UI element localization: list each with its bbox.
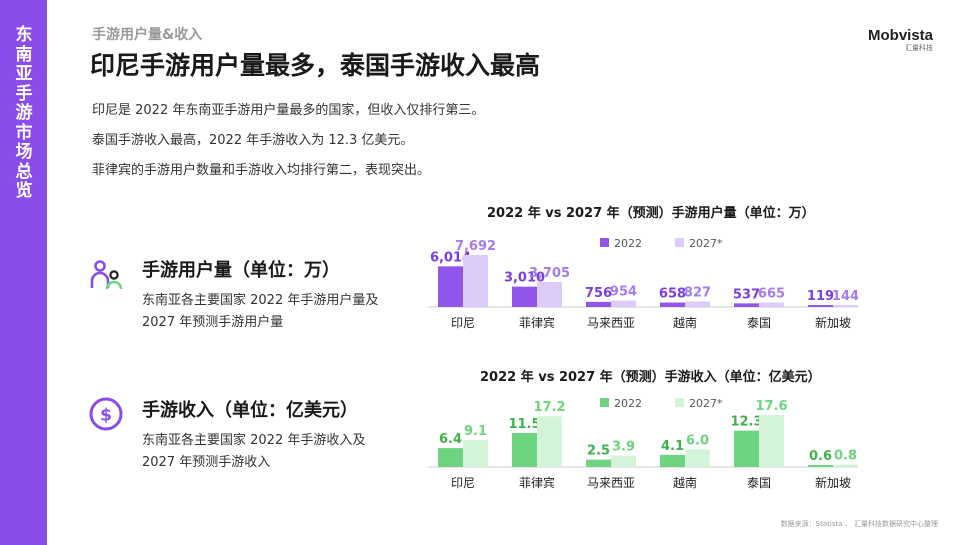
revenue-chart-data-label: 3.9 (612, 439, 635, 454)
revenue-chart: 2022 2027* 6.49.1 印尼 11.5 17.2 菲律宾 2.5 3.9 马来西亚 4.… (428, 397, 858, 490)
users-chart-data-label: 119 (807, 289, 834, 304)
users-chart-data-label: 144 (832, 289, 859, 304)
revenue-chart-data-label: 17.2 (533, 400, 565, 415)
users-chart-bar (808, 305, 833, 307)
revenue-chart-title: 2022 年 vs 2027 年（预测）手游收入（单位：亿美元） (480, 370, 821, 385)
dollar-icon: $ (89, 397, 123, 431)
users-chart-legend-label: 2022 (614, 237, 642, 250)
revenue-chart-bar (759, 415, 784, 467)
revenue-chart-data-label: 2.5 (587, 444, 610, 459)
users-chart-bar (438, 266, 463, 307)
sidebar-title: 东南亚手游市场总览 (15, 25, 33, 201)
users-chart-bar (611, 300, 636, 307)
revenue-chart-category-label: 菲律宾 (519, 475, 555, 490)
users-chart-data-label: 3,705 (529, 266, 570, 281)
revenue-chart-category-label: 越南 (673, 475, 697, 490)
users-chart-category-label: 泰国 (747, 316, 771, 330)
revenue-chart-legend-label: 2027* (689, 397, 723, 410)
users-chart-bar (734, 303, 759, 307)
revenue-chart-category-label: 新加坡 (815, 475, 851, 490)
revenue-section-desc: 东南亚各主要国家 2022 年手游收入及 2027 年预测手游收入 (142, 433, 366, 470)
users-icon (90, 260, 123, 290)
revenue-chart-bar (611, 455, 636, 467)
revenue-chart-category-label: 印尼 (451, 476, 475, 490)
logo-wordmark: Mobvista (868, 27, 934, 44)
revenue-chart-legend-swatch (600, 398, 609, 407)
revenue-chart-bar (808, 465, 833, 467)
revenue-chart-data-label: 0.6 (809, 449, 832, 464)
revenue-chart-bar (438, 448, 463, 467)
users-chart-category-label: 新加坡 (815, 315, 851, 330)
brand-logo: Mobvista 汇量科技 (868, 27, 933, 53)
logo-subtitle: 汇量科技 (905, 44, 934, 52)
users-chart-data-label: 537 (733, 287, 760, 302)
users-chart-legend-swatch (600, 238, 609, 247)
revenue-chart-bar (685, 449, 710, 467)
users-chart-category-label: 马来西亚 (587, 316, 635, 330)
users-chart-data-label: 756 (585, 286, 612, 301)
revenue-section-title: 手游收入（单位：亿美元） (142, 400, 358, 421)
revenue-chart-data-label: 11.5 (508, 417, 540, 432)
users-chart-bar (463, 255, 488, 307)
section-kicker: 手游用户量&收入 (92, 27, 203, 43)
revenue-chart-legend-label: 2022 (614, 397, 642, 410)
users-section-title: 手游用户量（单位：万） (142, 260, 340, 281)
users-section-desc: 东南亚各主要国家 2022 年手游用户量及 2027 年预测手游用户量 (142, 293, 379, 330)
revenue-chart-data-label: 0.8 (834, 449, 857, 464)
users-chart-legend-swatch (675, 238, 684, 247)
page-title: 印尼手游用户量最多，泰国手游收入最高 (90, 51, 541, 80)
source-note: 数据来源：Statista 、 汇量科技数据研究中心整理 (780, 520, 938, 528)
sidebar: 东南亚手游市场总览 (0, 0, 47, 545)
svg-text:$: $ (100, 406, 112, 426)
users-chart-data-label: 827 (684, 285, 711, 300)
users-chart-legend-label: 2027* (689, 237, 723, 250)
users-chart-category-label: 菲律宾 (519, 315, 555, 330)
users-chart-bar (759, 302, 784, 307)
users-chart-bar (685, 301, 710, 307)
key-point: 泰国手游收入最高，2022 年手游收入为 12.3 亿美元。 (92, 133, 414, 148)
revenue-chart-bar (463, 440, 488, 467)
users-chart-title: 2022 年 vs 2027 年（预测）手游用户量（单位：万） (487, 206, 815, 221)
users-chart-bar (537, 281, 562, 307)
revenue-chart-data-label: 12.3 (730, 415, 762, 430)
revenue-chart-data-label: 9.1 (464, 424, 487, 439)
revenue-chart-data-label: 6.0 (686, 433, 709, 448)
users-chart-bar (660, 302, 685, 307)
revenue-chart-bar (537, 416, 562, 467)
users-chart-data-label: 665 (758, 287, 785, 302)
revenue-chart-bar (512, 433, 537, 467)
revenue-chart-legend-swatch (675, 398, 684, 407)
users-chart-data-label: 7,692 (455, 239, 496, 254)
revenue-chart-data-label: 4.1 (661, 439, 684, 454)
key-point: 菲律宾的手游用户数量和手游收入均排行第二，表现突出。 (92, 163, 431, 178)
users-chart-data-label: 3,010 (504, 271, 545, 286)
revenue-chart-bar (660, 454, 685, 467)
revenue-chart-bar (734, 430, 759, 467)
revenue-chart-bar (833, 464, 858, 467)
revenue-chart-category-label: 马来西亚 (587, 476, 635, 490)
users-chart-bar (512, 286, 537, 307)
key-points: 印尼是 2022 年东南亚手游用户量最多的国家，但收入仅排行第三。 泰国手游收入… (92, 96, 484, 186)
revenue-chart-category-label: 泰国 (747, 476, 771, 490)
users-chart-bar (833, 305, 858, 307)
revenue-chart-bar (586, 459, 611, 467)
key-point: 印尼是 2022 年东南亚手游用户量最多的国家，但收入仅排行第三。 (92, 103, 485, 118)
users-chart-category-label: 越南 (673, 315, 697, 330)
users-chart-data-label: 6,014 (430, 250, 471, 265)
revenue-chart-data-label: 6.4 (439, 432, 462, 447)
revenue-chart-data-label: 17.6 (755, 399, 787, 414)
users-chart-data-label: 954 (610, 285, 637, 300)
users-chart-bar (586, 301, 611, 307)
users-chart-data-label: 658 (659, 287, 686, 302)
users-chart-category-label: 印尼 (451, 316, 475, 330)
